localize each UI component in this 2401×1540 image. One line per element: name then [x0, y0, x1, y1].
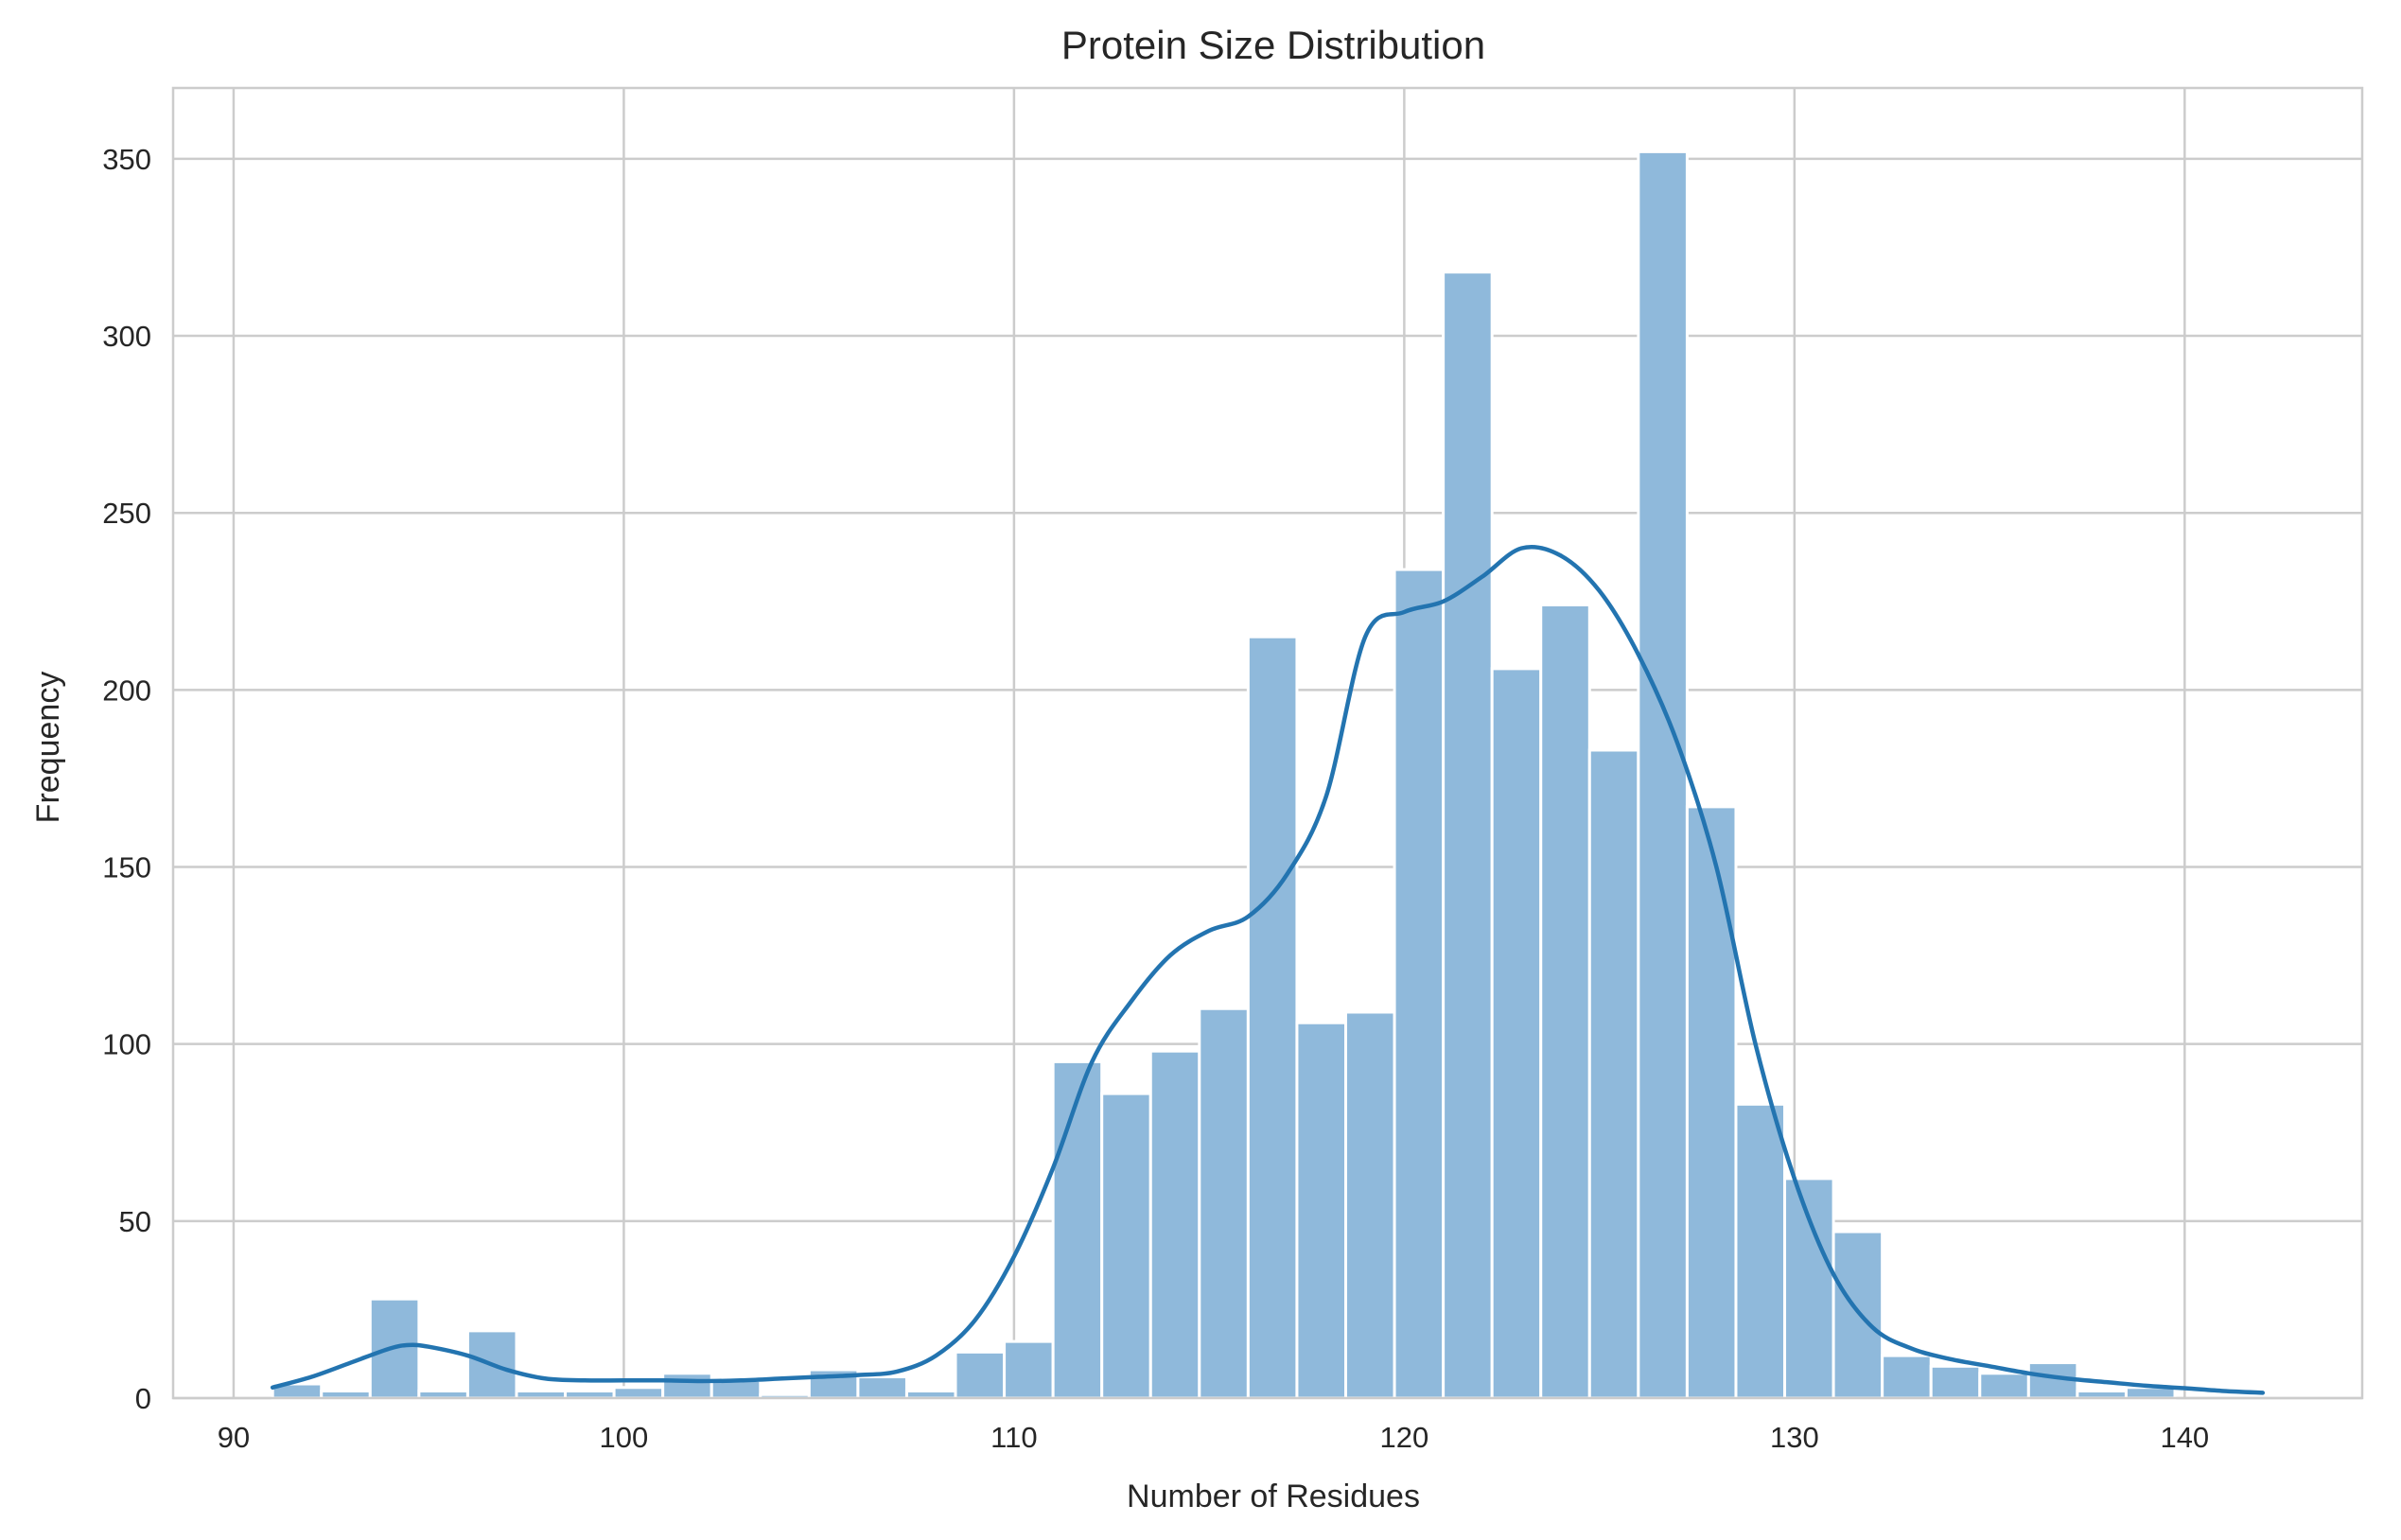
y-axis-label: Frequency — [30, 672, 66, 824]
histogram-bar — [1343, 1010, 1396, 1400]
x-tick-labels: 90 100 110 120 130 140 — [218, 1421, 2209, 1454]
histogram-bar — [1051, 1059, 1104, 1400]
x-tick-label: 110 — [990, 1421, 1037, 1454]
y-tick-label: 300 — [102, 320, 151, 353]
histogram-bar — [1929, 1364, 1982, 1400]
histogram-bar — [1831, 1230, 1884, 1400]
y-tick-label: 150 — [102, 851, 151, 884]
histogram-bar — [1490, 667, 1543, 1400]
histogram-bar — [1246, 635, 1299, 1400]
y-tick-label: 250 — [102, 497, 151, 530]
histogram-bar — [1783, 1177, 1835, 1400]
chart-title: Protein Size Distribution — [1061, 23, 1485, 67]
x-tick-label: 90 — [218, 1421, 250, 1454]
plot-frame — [171, 86, 2364, 1400]
histogram-bar — [1734, 1102, 1787, 1400]
kde-density-line — [270, 544, 2266, 1395]
histogram-bar — [1685, 805, 1738, 1400]
histogram-bar — [1442, 271, 1494, 1400]
y-tick-label: 100 — [102, 1028, 151, 1061]
x-tick-label: 120 — [1380, 1421, 1429, 1454]
y-tick-label: 200 — [102, 674, 151, 707]
x-tick-label: 140 — [2160, 1421, 2209, 1454]
histogram-bar — [1198, 1006, 1250, 1400]
x-tick-label: 100 — [600, 1421, 649, 1454]
histogram-bar — [1148, 1049, 1201, 1400]
x-axis-label: Number of Residues — [1127, 1479, 1420, 1514]
histogram-bar — [1587, 748, 1640, 1400]
y-tick-labels: 0 50 100 150 200 250 300 350 — [102, 143, 151, 1415]
y-tick-label: 0 — [135, 1382, 151, 1415]
histogram-bar — [1539, 604, 1591, 1400]
histogram-bar — [1393, 568, 1446, 1400]
histogram-bar — [1637, 149, 1689, 1400]
histogram-bar — [1100, 1092, 1152, 1400]
histogram-bar — [1978, 1372, 2030, 1400]
histogram-bar — [1003, 1339, 1055, 1400]
x-tick-label: 130 — [1770, 1421, 1819, 1454]
y-tick-label: 50 — [119, 1205, 151, 1238]
histogram-bar — [1295, 1021, 1347, 1400]
histogram-bar — [856, 1375, 908, 1400]
histogram-bar — [612, 1386, 665, 1400]
histogram-bar — [954, 1350, 1007, 1400]
y-tick-label: 350 — [102, 143, 151, 176]
histogram-bar — [1881, 1354, 1933, 1400]
histogram-bar — [661, 1372, 713, 1400]
